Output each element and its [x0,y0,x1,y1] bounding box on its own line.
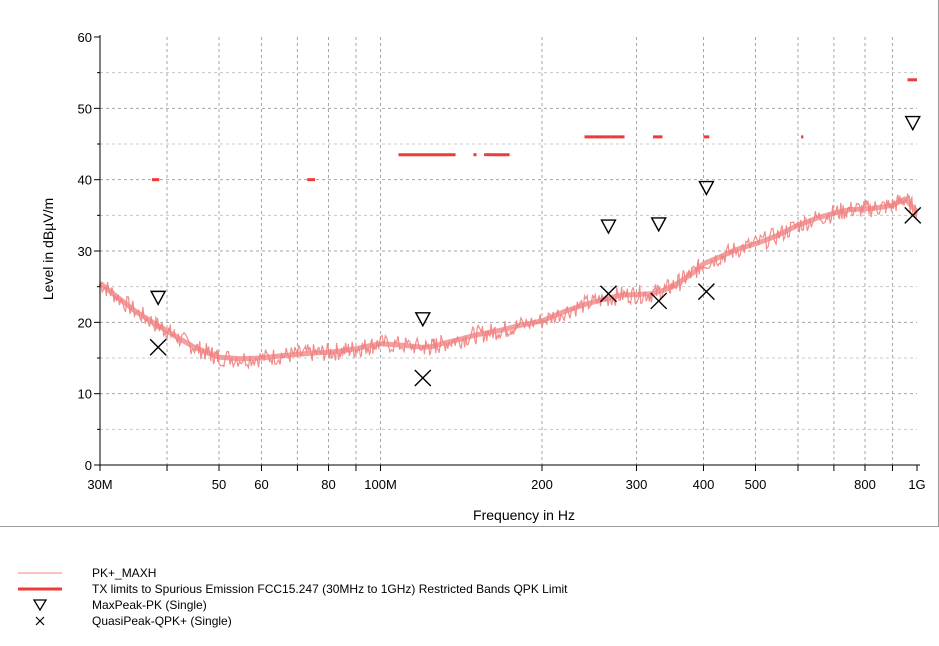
x-tick-label: 800 [854,477,876,492]
y-tick-label: 0 [85,458,92,473]
legend: PK+_MAXH TX limits to Spurious Emission … [0,565,939,629]
x-tick-label: 1G [908,477,925,492]
quasipeak-stroke [650,292,668,310]
x-mark-icon [35,616,45,626]
quasipeak-marker [414,369,432,387]
trace-pk-maxh [99,193,918,370]
maxpeak-marker [904,115,921,132]
x-axis-title: Frequency in Hz [473,507,575,523]
legend-item-limit: TX limits to Spurious Emission FCC15.247… [0,581,939,597]
x-tick-label: 500 [745,477,767,492]
legend-label: PK+_MAXH [92,566,157,580]
y-tick-label: 20 [78,315,92,330]
triangle-down-icon [32,599,48,612]
x-tick-label: 60 [254,477,268,492]
x-tick-label: 30M [87,477,112,492]
y-tick-label: 50 [78,101,92,116]
quasipeak-marker [904,206,922,224]
quasipeak-stroke [904,206,922,224]
x-tick-label: 80 [321,477,335,492]
legend-label: QuasiPeak-QPK+ (Single) [92,614,232,628]
maxpeak-marker [414,312,431,328]
legend-item-quasipeak: QuasiPeak-QPK+ (Single) [0,613,939,629]
plot-area [98,78,922,387]
chart-svg: 0 10 20 30 40 50 60 30M 50 60 80 100M 200 300 400 500 80… [40,30,926,523]
quasipeak-marker [697,283,715,301]
quasipeak-stroke [599,285,617,303]
legend-line-limit [18,587,62,591]
y-tick-label: 10 [78,387,92,402]
quasipeak-marker [599,285,617,303]
axes: 0 10 20 30 40 50 60 30M 50 60 80 100M 200 300 400 500 80… [78,30,926,492]
x-tick-label: 300 [626,477,648,492]
y-tick-label: 30 [78,244,92,259]
quasipeak-stroke [697,283,715,301]
y-tick-label: 40 [78,173,92,188]
quasipeak-stroke [414,369,432,387]
maxpeak-marker [650,217,667,233]
x-tick-label: 400 [693,477,715,492]
legend-label: TX limits to Spurious Emission FCC15.247… [92,582,568,596]
y-tick-label: 60 [78,30,92,45]
legend-line-pk-maxh [18,572,62,574]
quasipeak-marker [149,338,167,356]
grid [100,37,917,465]
x-tick-label: 200 [531,477,553,492]
legend-item-pk-maxh: PK+_MAXH [0,565,939,581]
quasipeak-marker [650,292,668,310]
maxpeak-marker [698,180,715,196]
maxpeak-marker [600,219,617,235]
quasipeak-stroke [149,338,167,356]
maxpeak-marker [149,290,167,306]
legend-label: MaxPeak-PK (Single) [92,598,207,612]
trace-pk-maxh-core [98,196,919,362]
x-tick-label: 50 [212,477,226,492]
x-tick-label: 100M [364,477,397,492]
y-axis-title: Level in dBµV/m [40,198,56,300]
legend-item-maxpeak: MaxPeak-PK (Single) [0,597,939,613]
